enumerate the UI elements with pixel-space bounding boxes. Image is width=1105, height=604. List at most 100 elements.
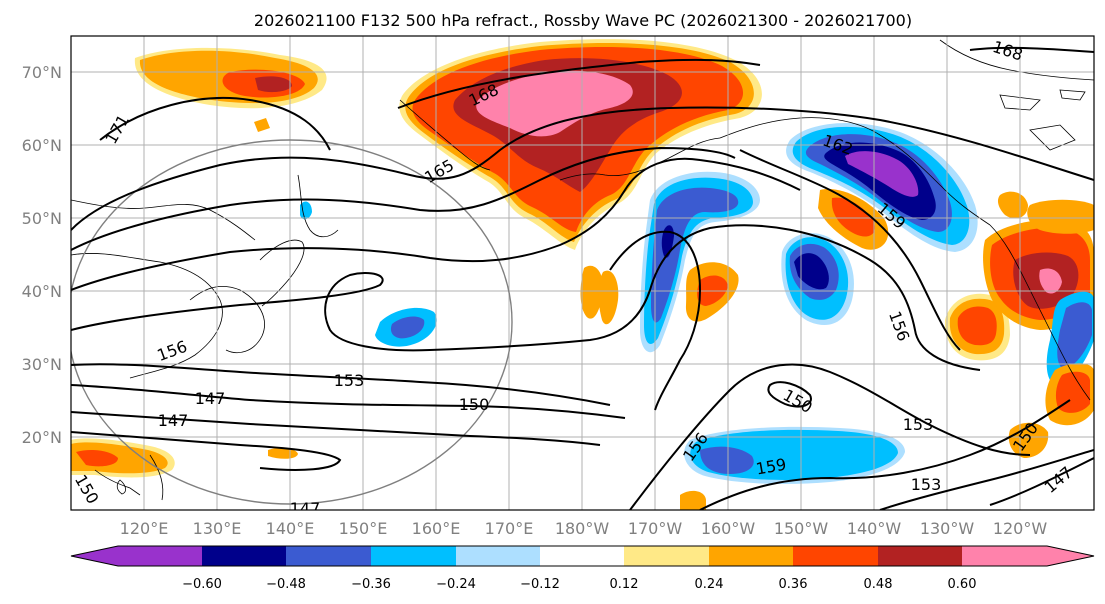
contour-label: 147: [290, 499, 321, 518]
contour-label: 147: [158, 411, 189, 430]
contour-line: [71, 431, 342, 471]
coastline: [719, 117, 991, 226]
anomaly-fill: [1039, 268, 1062, 294]
colorbar-segment: [371, 546, 456, 566]
anomaly-fill: [651, 187, 739, 323]
lon-tick: 130°W: [920, 519, 975, 538]
colorbar-tick: −0.12: [520, 577, 560, 592]
contour-line: [699, 399, 1071, 510]
coastline: [989, 224, 1091, 401]
anomaly-fill: [300, 201, 312, 220]
colorbar-tick: −0.60: [182, 577, 222, 592]
shading-layer: [71, 39, 1094, 510]
anomaly-fill: [700, 446, 754, 474]
contour-line: [71, 106, 1094, 231]
coastline: [116, 479, 126, 495]
lat-axis: 70°N 60°N 50°N 40°N 30°N 20°N: [22, 63, 62, 447]
coastline: [149, 454, 164, 501]
colorbar-tick: 0.60: [948, 577, 977, 592]
anomaly-fill: [845, 151, 919, 197]
lat-tick: 50°N: [22, 209, 62, 228]
coastline: [559, 137, 721, 181]
coastline: [399, 99, 491, 171]
lon-tick: 140°E: [266, 519, 315, 538]
lon-axis: 120°E 130°E 140°E 150°E 160°E 170°E 180°…: [120, 519, 1048, 538]
colorbar: −0.60 −0.48 −0.36 −0.24 −0.12 0.12 0.24 …: [70, 545, 1095, 592]
coastline: [939, 39, 1094, 81]
contour-line: [397, 58, 761, 109]
anomaly-fill: [390, 316, 425, 339]
contour-label: 153: [334, 371, 365, 390]
contour-line: [739, 149, 961, 351]
anomaly-fill: [1057, 302, 1092, 369]
contour-line: [879, 449, 1094, 510]
colorbar-segment: [202, 546, 286, 566]
contour-line: [99, 96, 331, 151]
anomaly-fill: [598, 270, 619, 325]
lon-tick: 150°E: [339, 519, 388, 538]
colorbar-segment: [286, 546, 371, 566]
lat-tick: 70°N: [22, 63, 62, 82]
chart-title: 2026021100 F132 500 hPa refract., Rossby…: [254, 11, 912, 30]
colorbar-segment: [540, 546, 624, 566]
colorbar-extend-low: [71, 546, 118, 566]
lon-tick: 150°W: [774, 519, 829, 538]
lat-tick: 20°N: [22, 428, 62, 447]
coastline: [189, 286, 265, 353]
anomaly-fill: [76, 450, 118, 467]
lat-tick: 60°N: [22, 136, 62, 155]
anomaly-fill: [957, 306, 997, 346]
colorbar-segment: [456, 546, 540, 566]
lon-tick: 140°W: [847, 519, 902, 538]
coastline: [999, 94, 1041, 111]
contour-label: 150: [459, 395, 490, 414]
anomaly-fill: [831, 197, 875, 237]
contour-line: [969, 46, 1094, 53]
coastline: [259, 239, 305, 307]
contour-label: 153: [911, 475, 942, 494]
map-panel: 168 168 171 165 162 159 156 156 156 153 …: [70, 35, 1095, 518]
colorbar-segment: [793, 546, 878, 566]
lat-tick: 30°N: [22, 355, 62, 374]
lon-tick: 170°W: [628, 519, 683, 538]
contour-label: 147: [195, 389, 226, 408]
lat-tick: 40°N: [22, 282, 62, 301]
anomaly-fill: [794, 253, 829, 290]
lon-tick: 160°E: [412, 519, 461, 538]
coastline: [1029, 124, 1076, 151]
lon-tick: 130°E: [193, 519, 242, 538]
coastline: [71, 199, 256, 241]
contour-line: [609, 230, 702, 411]
colorbar-tick: −0.48: [266, 577, 306, 592]
contour-label: 153: [903, 415, 934, 434]
contour-line: [71, 363, 611, 406]
colorbar-tick: 0.36: [779, 577, 808, 592]
contour-line: [71, 157, 801, 291]
contour-line: [71, 146, 736, 251]
rossby-circle: [71, 139, 513, 505]
lon-tick: 120°E: [120, 519, 169, 538]
lon-tick: 180°W: [555, 519, 610, 538]
anomaly-fill: [580, 265, 603, 319]
contour-line: [71, 224, 981, 371]
map-frame: [70, 35, 1095, 511]
colorbar-tick: 0.48: [864, 577, 893, 592]
anomaly-fill: [476, 70, 633, 137]
lon-tick: 160°W: [701, 519, 756, 538]
colorbar-tick: −0.36: [351, 577, 391, 592]
colorbar-outline: [70, 545, 1095, 567]
contour-line: [629, 363, 1031, 510]
lon-tick: 170°E: [485, 519, 534, 538]
anomaly-fill: [680, 490, 706, 510]
coastline: [1059, 89, 1086, 101]
colorbar-tick: −0.24: [436, 577, 476, 592]
colorbar-segment: [118, 546, 202, 566]
contour-line: [989, 457, 1094, 506]
colorbar-segment: [624, 546, 709, 566]
colorbar-segment: [962, 546, 1047, 566]
lon-tick: 120°W: [993, 519, 1048, 538]
contour-lines: [71, 46, 1094, 510]
anomaly-fill: [1027, 199, 1094, 234]
contour-line: [71, 384, 626, 419]
